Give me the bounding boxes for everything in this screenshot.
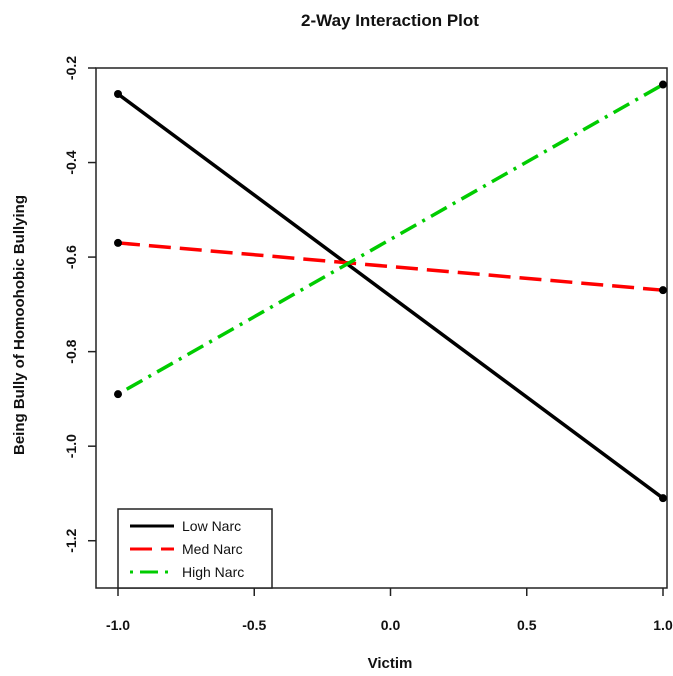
y-axis: -0.2 -0.4 -0.6 -0.8 -1.0 -1.2 [63, 56, 96, 553]
series-line-med-narc [118, 243, 663, 290]
data-point [659, 494, 667, 502]
x-tick-label: -1.0 [106, 617, 130, 633]
data-point [659, 286, 667, 294]
x-tick-label: 1.0 [653, 617, 673, 633]
x-axis: -1.0 -0.5 0.0 0.5 1.0 [106, 588, 673, 633]
data-point [659, 81, 667, 89]
y-tick-label: -0.8 [63, 339, 79, 363]
y-tick-label: -0.4 [63, 150, 79, 174]
y-tick-label: -0.6 [63, 245, 79, 269]
data-point [114, 90, 122, 98]
chart-title: 2-Way Interaction Plot [301, 11, 479, 30]
y-tick-label: -1.2 [63, 528, 79, 552]
series-layer [114, 81, 667, 503]
x-tick-label: -0.5 [242, 617, 266, 633]
x-tick-label: 0.0 [381, 617, 401, 633]
x-tick-label: 0.5 [517, 617, 537, 633]
data-point [114, 390, 122, 398]
y-tick-label: -1.0 [63, 434, 79, 458]
legend: Low Narc Med Narc High Narc [118, 509, 272, 588]
series-line-low-narc [118, 94, 663, 498]
y-axis-title: Being Bully of Homoohobic Bullying [11, 195, 28, 455]
series-line-high-narc [118, 85, 663, 395]
data-point [114, 239, 122, 247]
y-tick-label: -0.2 [63, 56, 79, 80]
legend-label: Low Narc [182, 518, 241, 534]
x-axis-title: Victim [368, 655, 413, 672]
legend-label: Med Narc [182, 541, 243, 557]
legend-label: High Narc [182, 564, 244, 580]
